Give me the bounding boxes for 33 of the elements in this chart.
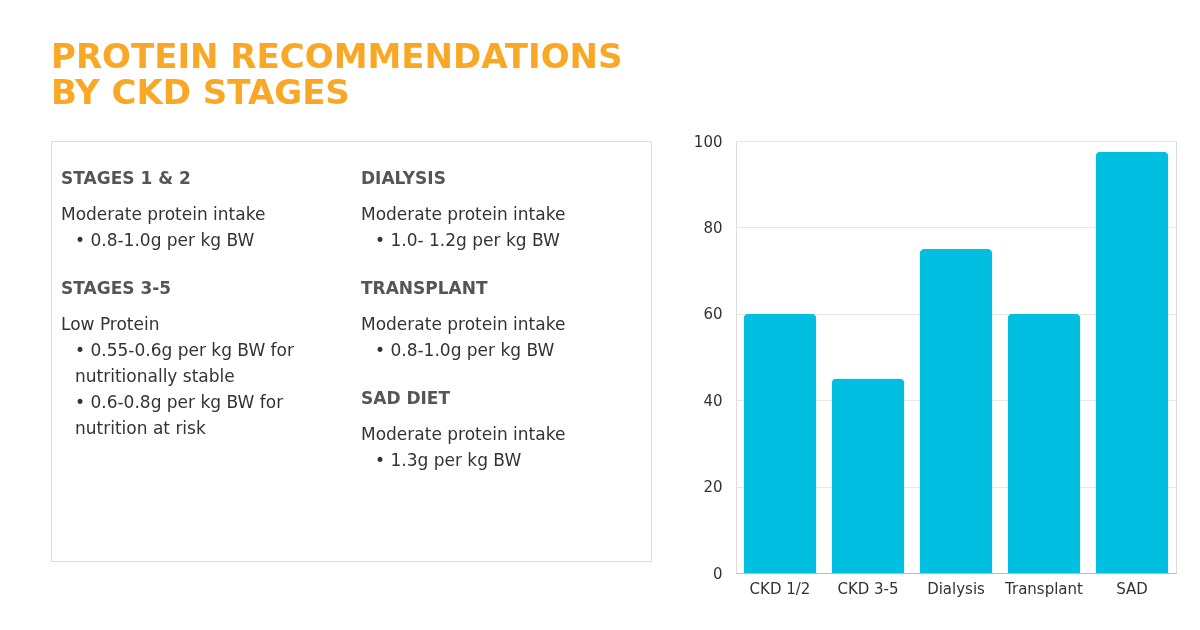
y-tick-label: 0 — [712, 564, 723, 583]
text: Moderate protein intake — [361, 314, 566, 334]
text: Moderate protein intake — [361, 204, 566, 224]
text: Moderate protein intake — [61, 204, 266, 224]
y-tick-label: 40 — [703, 391, 723, 410]
text: Low Protein — [61, 314, 160, 334]
x-tick-label: CKD 1/2 — [749, 579, 811, 598]
y-tick-label: 80 — [703, 218, 723, 237]
x-tick-label: Transplant — [1004, 579, 1084, 598]
y-tick-label: 100 — [693, 132, 723, 151]
text: SAD DIET — [361, 388, 451, 408]
x-tick-label: CKD 3-5 — [837, 579, 899, 598]
text: PROTEIN RECOMMENDATIONS BY CKD STAGES — [51, 36, 623, 112]
text: Moderate protein intake — [361, 424, 566, 444]
text: • 0.8-1.0g per kg BW — [375, 340, 555, 360]
text: STAGES 3-5 — [61, 278, 172, 298]
y-tick-label: 20 — [703, 478, 723, 497]
y-tick-label: 60 — [703, 305, 723, 324]
bar — [831, 378, 905, 573]
x-tick-label: SAD — [1116, 579, 1148, 598]
text: • 1.3g per kg BW — [375, 450, 522, 470]
text: TRANSPLANT — [361, 278, 488, 298]
text: • 0.55-0.6g per kg BW for nutritionally stable — [75, 340, 294, 386]
text: STAGES 1 & 2 — [61, 168, 191, 188]
text: • 0.6-0.8g per kg BW for nutrition at risk — [75, 392, 284, 438]
bar — [1007, 313, 1081, 573]
text: • 0.8-1.0g per kg BW — [75, 230, 255, 250]
bar — [743, 313, 817, 573]
bar — [1095, 151, 1169, 573]
text: DIALYSIS — [361, 168, 446, 188]
bar — [919, 249, 993, 573]
x-tick-label: Dialysis — [927, 579, 986, 598]
text: • 1.0- 1.2g per kg BW — [375, 230, 560, 250]
